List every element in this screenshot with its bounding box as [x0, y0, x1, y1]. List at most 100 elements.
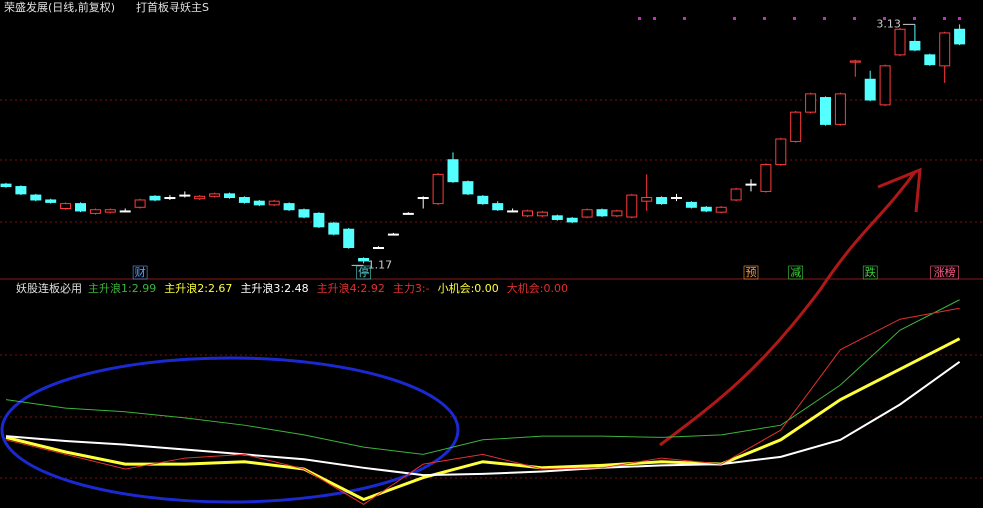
- legend-text: :: [280, 282, 284, 295]
- candle-body: [164, 197, 176, 200]
- pane-title: 妖股连板必用: [16, 281, 82, 295]
- candle-body: [805, 93, 817, 113]
- legend-text: 大机会: [507, 281, 540, 295]
- candle-body: [358, 257, 370, 262]
- candle-body: [268, 200, 280, 206]
- candle-body: [730, 188, 742, 201]
- price-mark: 3.13: [876, 17, 901, 30]
- candle-body: [954, 28, 966, 45]
- candle-body: [253, 200, 265, 206]
- legend-text: 0.00: [474, 282, 499, 295]
- legend-text: 2.48: [284, 282, 309, 295]
- event-label: 财: [135, 265, 146, 279]
- candle-body: [834, 93, 846, 125]
- candle-body: [820, 97, 831, 125]
- candle-body: [75, 203, 86, 212]
- candle-body: [373, 247, 384, 250]
- candle-body: [30, 194, 42, 201]
- candle-body: [551, 215, 563, 220]
- candle-body: [179, 194, 191, 197]
- candle-body: [700, 206, 712, 212]
- candle-body: [849, 60, 861, 63]
- candle-body: [671, 197, 682, 200]
- event-label: 预: [746, 266, 757, 279]
- candle-body: [924, 54, 936, 66]
- candle-body: [790, 111, 802, 142]
- candle-body: [477, 195, 489, 205]
- event-box: [743, 265, 759, 280]
- candle-body: [402, 212, 414, 215]
- candle-body: [224, 193, 235, 199]
- candle-body: [536, 211, 548, 217]
- candle-body: [507, 210, 519, 213]
- candle-body: [15, 186, 27, 195]
- candle-body: [626, 194, 638, 218]
- indicator-line: [5, 337, 961, 502]
- legend-text: :: [128, 282, 132, 295]
- candle-body: [566, 217, 578, 223]
- candle-body: [641, 197, 653, 202]
- candle-body: [894, 28, 906, 56]
- candle-body: [134, 199, 146, 208]
- legend-text: :: [204, 282, 208, 295]
- candle-body: [328, 222, 340, 235]
- legend-text: :: [471, 282, 475, 295]
- candle-body: [313, 212, 325, 228]
- candle-body: [656, 197, 668, 205]
- candle-body: [879, 65, 891, 106]
- candle-body: [194, 195, 206, 200]
- indicator-line: [5, 361, 961, 477]
- candle-body: [0, 183, 12, 188]
- event-label: 停: [358, 265, 369, 279]
- candle-body: [611, 210, 623, 217]
- legend-text: :: [540, 282, 544, 295]
- legend-text: 0.00: [544, 282, 569, 295]
- candle-body: [685, 201, 697, 208]
- legend-text: 2.67: [208, 282, 233, 295]
- candle-body: [104, 209, 116, 213]
- legend-text: :: [357, 282, 361, 295]
- candle-body: [60, 203, 72, 209]
- event-box: [788, 265, 804, 280]
- candle-body: [387, 233, 399, 236]
- stock-title: 荣盛发展(日线,前复权): [4, 0, 115, 14]
- event-box: [930, 265, 960, 280]
- event-label: 减: [790, 266, 801, 279]
- candle-body: [760, 164, 772, 192]
- indicator-title: 打首板寻妖主S: [136, 0, 209, 14]
- legend-text: 2.99: [132, 282, 157, 295]
- indicator-line: [5, 299, 960, 455]
- candle-body: [432, 173, 444, 205]
- candle-body: [238, 197, 250, 203]
- candle-body: [283, 203, 295, 211]
- candle-body: [775, 138, 787, 166]
- legend-text: 主升浪1: [88, 281, 128, 295]
- legend-text: 主升浪4: [317, 281, 357, 295]
- legend-text: 小机会: [438, 281, 471, 295]
- legend-text: 主升浪2: [164, 281, 204, 295]
- candle-body: [462, 181, 474, 195]
- legend-text: 2.92: [360, 282, 385, 295]
- candle-body: [447, 159, 459, 183]
- indicator-line: [5, 307, 960, 505]
- candle-body: [417, 197, 429, 200]
- candle-body: [492, 203, 504, 211]
- legend-text: -: [426, 282, 430, 295]
- event-box: [862, 265, 878, 280]
- candle-body: [298, 209, 310, 218]
- candle-body: [149, 195, 161, 201]
- event-box: [132, 265, 148, 280]
- candle-body: [119, 210, 131, 213]
- legend-text: :: [422, 282, 426, 295]
- price-mark: 1.17: [368, 258, 393, 271]
- candle-body: [209, 193, 221, 197]
- candle-body: [596, 209, 608, 217]
- legend-text: 主力3: [393, 282, 422, 295]
- legend-text: 主升浪3: [240, 281, 280, 295]
- candle-body: [581, 209, 593, 218]
- candle-body: [864, 78, 876, 101]
- candle-body: [745, 183, 757, 186]
- candle-body: [343, 228, 355, 249]
- candle-body: [909, 40, 921, 51]
